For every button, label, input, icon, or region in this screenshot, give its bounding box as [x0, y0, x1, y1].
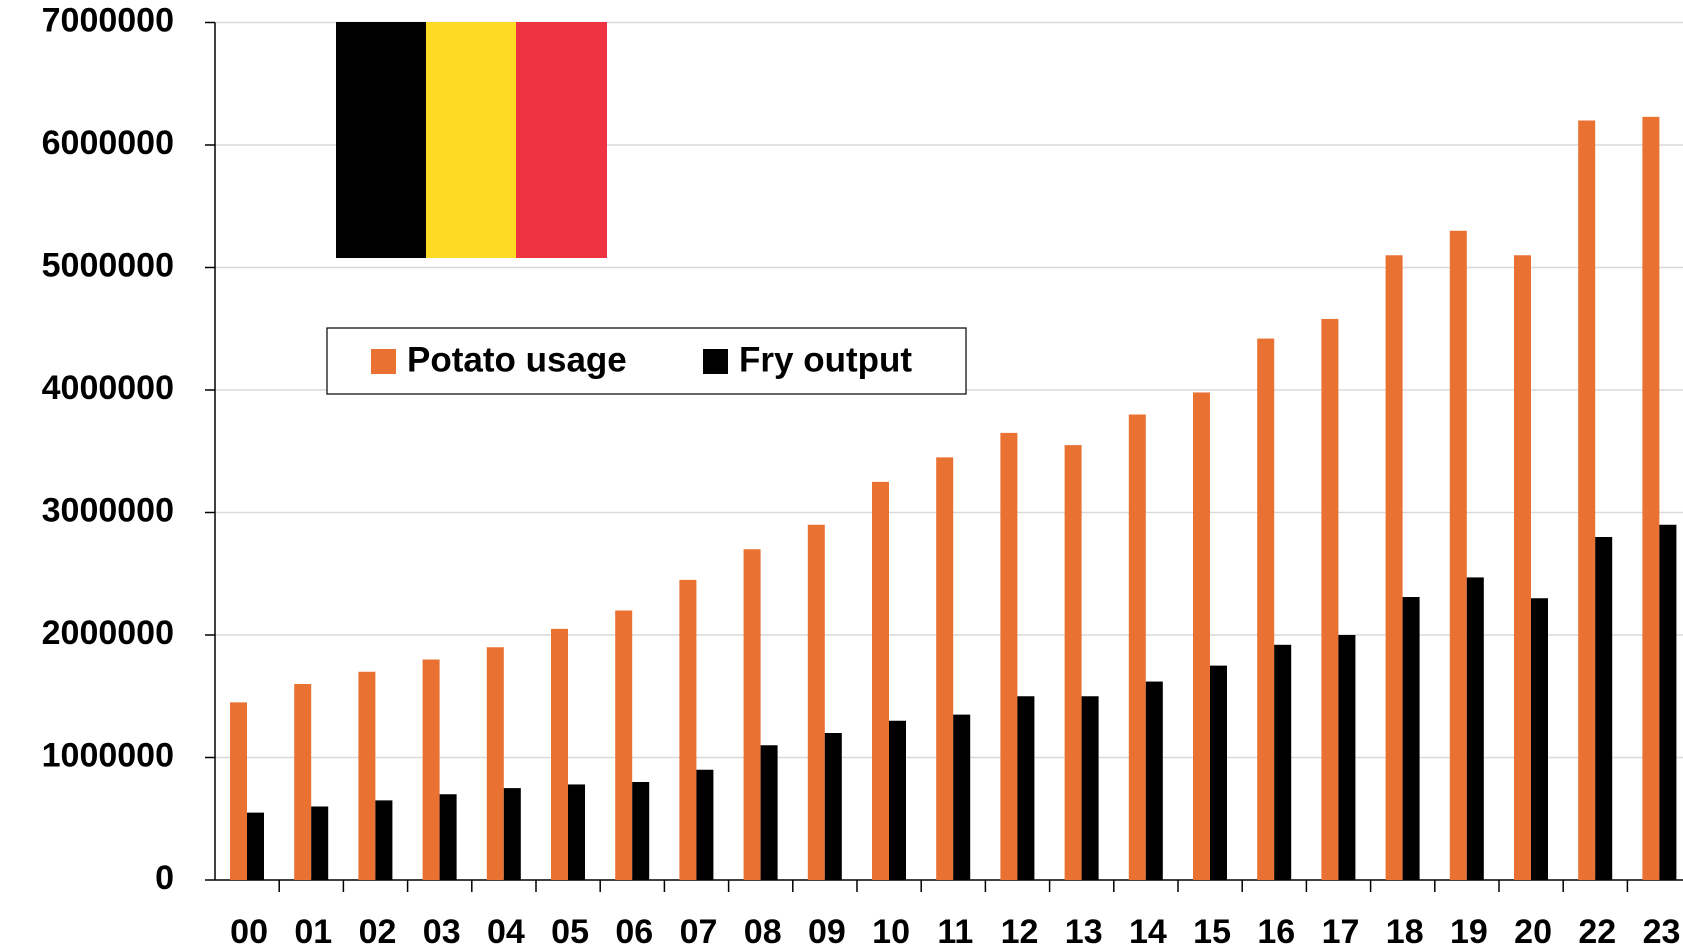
flag-red [516, 22, 607, 258]
bar [1081, 696, 1099, 880]
bar [1595, 537, 1613, 880]
y-tick-label: 3000000 [42, 491, 174, 529]
x-tick-label: 01 [294, 913, 332, 951]
x-tick-label: 22 [1578, 913, 1616, 951]
x-tick-label: 09 [808, 913, 846, 951]
legend-box [326, 327, 967, 395]
x-tick-label: 06 [615, 913, 653, 951]
bar [615, 610, 633, 880]
bar [1402, 597, 1420, 880]
belgian-flag [336, 22, 607, 258]
bar [439, 794, 457, 880]
bar [696, 769, 714, 880]
x-tick-label: 10 [872, 913, 910, 951]
bar [1064, 445, 1082, 880]
bar [1274, 644, 1292, 880]
bar [1128, 414, 1146, 880]
bar [503, 788, 521, 880]
x-tick-label: 07 [680, 913, 718, 951]
bar [486, 647, 504, 880]
y-tick-label: 5000000 [42, 246, 174, 284]
bar [1017, 696, 1035, 880]
bar [375, 800, 393, 880]
bar [1514, 255, 1531, 880]
bar [247, 812, 264, 880]
y-tick-label: 2000000 [42, 614, 174, 652]
x-tick-label: 11 [937, 913, 973, 951]
bar [1338, 635, 1356, 880]
x-tick-label: 14 [1129, 913, 1167, 951]
bar [230, 702, 247, 880]
bar [568, 784, 585, 880]
bar [1385, 255, 1403, 880]
x-tick-label: 02 [359, 913, 397, 951]
y-tick-label: 4000000 [42, 369, 174, 407]
y-tick-label: 7000000 [42, 1, 174, 39]
legend-label: Fry output [739, 340, 912, 379]
flag-black [336, 22, 426, 258]
bar [1659, 524, 1677, 880]
x-tick-label: 12 [1001, 913, 1039, 951]
x-tick-label: 16 [1257, 913, 1295, 951]
bar [1531, 598, 1548, 880]
bar [679, 579, 697, 880]
bar [294, 684, 312, 880]
bar [807, 524, 825, 880]
x-tick-label: 08 [744, 913, 782, 951]
legend-swatch [371, 349, 396, 374]
x-tick-label: 18 [1386, 913, 1424, 951]
bar [824, 733, 842, 880]
bar [1466, 577, 1484, 880]
x-tick-label: 23 [1643, 913, 1681, 951]
bar [1210, 665, 1227, 880]
bar [743, 549, 761, 880]
bar [1321, 318, 1339, 880]
bar [1578, 120, 1596, 880]
bar [936, 457, 954, 880]
bar [551, 628, 568, 880]
y-tick-label: 1000000 [42, 736, 174, 774]
x-tick-label: 04 [487, 913, 525, 951]
legend: Potato usage Fry output [326, 327, 967, 395]
x-tick-label: 17 [1322, 913, 1360, 951]
bar [422, 659, 440, 880]
x-tick-label: 19 [1450, 913, 1488, 951]
x-tick-label: 13 [1065, 913, 1103, 951]
bar [1000, 432, 1018, 880]
legend-swatch [703, 349, 728, 374]
bar [1449, 230, 1467, 880]
bar [358, 671, 376, 880]
bar [1193, 392, 1210, 880]
legend-label: Potato usage [407, 340, 627, 379]
x-tick-label: 03 [423, 913, 461, 951]
bar [311, 806, 329, 880]
bar [760, 745, 778, 880]
bar [953, 714, 971, 880]
x-tick-label: 00 [230, 913, 268, 951]
y-tick-label: 0 [155, 859, 174, 897]
bar [889, 720, 906, 880]
x-tick-label: 05 [551, 913, 589, 951]
x-tick-label: 15 [1193, 913, 1231, 951]
bar [632, 782, 650, 880]
bar [1257, 338, 1275, 880]
y-tick-label: 6000000 [42, 124, 174, 162]
bar [1145, 681, 1163, 880]
bar [1642, 116, 1660, 880]
bar [872, 481, 889, 880]
x-tick-label: 20 [1514, 913, 1552, 951]
flag-yellow [426, 22, 516, 258]
